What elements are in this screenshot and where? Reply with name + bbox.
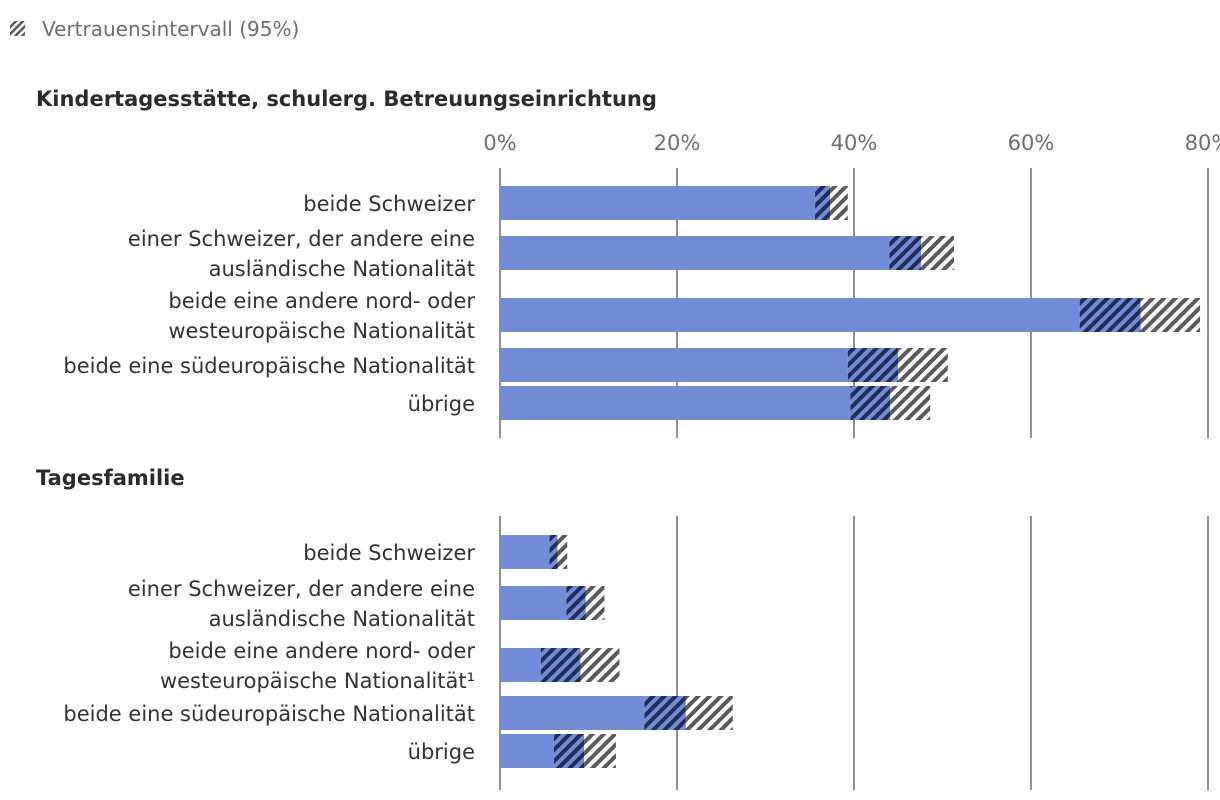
bar: [500, 734, 554, 768]
ci-upper-segment: [898, 348, 948, 382]
bar: [500, 535, 550, 569]
legend: Vertrauensintervall (95%): [10, 17, 299, 41]
bar: [500, 386, 851, 420]
bar: [500, 648, 541, 682]
ci-lower-segment: [540, 648, 581, 682]
category-label: übrige: [408, 740, 475, 764]
category-label: westeuropäische Nationalität: [168, 319, 475, 343]
x-tick-label: 60%: [1008, 131, 1055, 155]
ci-upper-segment: [580, 648, 620, 682]
hatch-legend-icon: [10, 21, 25, 36]
ci-lower-segment: [815, 186, 831, 220]
x-tick-label: 40%: [831, 131, 878, 155]
ci-lower-segment: [889, 236, 922, 270]
ci-upper-segment: [557, 535, 568, 569]
ci-lower-segment: [644, 696, 686, 730]
bar: [500, 186, 816, 220]
x-tick-label: 0%: [483, 131, 516, 155]
legend-label: Vertrauensintervall (95%): [42, 17, 299, 41]
category-label: einer Schweizer, der andere eine: [128, 577, 475, 601]
ci-lower-segment: [1079, 298, 1141, 332]
ci-lower-segment: [566, 586, 586, 620]
ci-upper-segment: [685, 696, 733, 730]
category-label: beide eine andere nord- oder: [168, 289, 475, 313]
category-label: übrige: [408, 392, 475, 416]
ci-lower-segment: [549, 535, 558, 569]
bars: [500, 186, 1201, 768]
category-label: beide Schweizer: [303, 541, 475, 565]
category-label: einer Schweizer, der andere eine: [128, 227, 475, 251]
ci-upper-segment: [1140, 298, 1201, 332]
panel-title-tagesfamilie: Tagesfamilie: [36, 466, 185, 490]
ci-upper-segment: [585, 586, 605, 620]
ci-upper-segment: [830, 186, 848, 220]
category-label: ausländische Nationalität: [209, 607, 475, 631]
category-label: beide eine andere nord- oder: [168, 639, 475, 663]
bar: [500, 696, 645, 730]
category-label: beide eine südeuropäische Nationalität: [63, 702, 475, 726]
bar: [500, 298, 1080, 332]
category-labels: beide Schweizer einer Schweizer, der ande…: [63, 192, 475, 764]
category-label: ausländische Nationalität: [209, 257, 475, 281]
panel-title-kita: Kindertagesstätte, schulerg. Betreuungse…: [36, 87, 657, 111]
bar: [500, 586, 567, 620]
category-label: beide Schweizer: [303, 192, 475, 216]
category-label: westeuropäische Nationalität¹: [160, 669, 475, 693]
ci-upper-segment: [921, 236, 955, 270]
bar: [500, 236, 890, 270]
x-axis-ticks: 0% 20% 40% 60% 80%: [483, 131, 1220, 155]
x-tick-label: 80%: [1185, 131, 1220, 155]
category-label: beide eine südeuropäische Nationalität: [63, 354, 475, 378]
ci-lower-segment: [847, 348, 899, 382]
ci-upper-segment: [890, 386, 931, 420]
bar: [500, 348, 848, 382]
ci-lower-segment: [553, 734, 585, 768]
x-tick-label: 20%: [654, 131, 701, 155]
ci-upper-segment: [584, 734, 616, 768]
ci-lower-segment: [850, 386, 891, 420]
